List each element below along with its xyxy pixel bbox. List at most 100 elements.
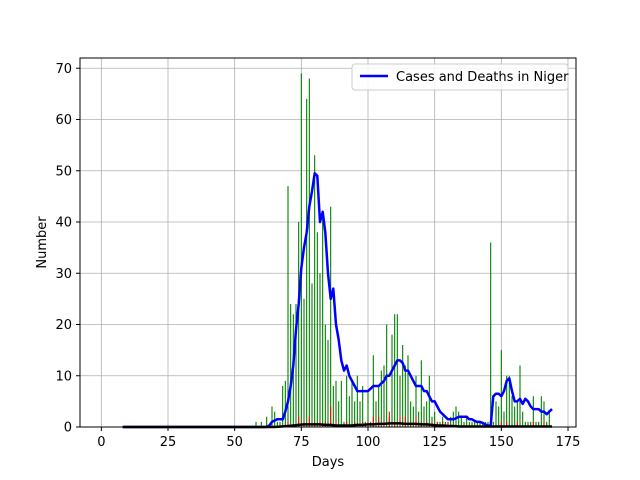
- case-bar: [375, 401, 377, 427]
- case-bar: [420, 360, 422, 427]
- case-bar: [460, 416, 462, 427]
- case-bar: [463, 421, 465, 427]
- death-bar: [388, 411, 390, 427]
- case-bar: [514, 406, 516, 427]
- case-bar: [412, 406, 414, 427]
- case-bar: [295, 304, 297, 427]
- case-bar: [428, 375, 430, 427]
- case-bar: [543, 401, 545, 427]
- y-tick-label: 60: [55, 113, 72, 128]
- x-axis-ticks: 0 25 50 75 100 125 150 175: [97, 427, 580, 450]
- case-bar: [500, 350, 502, 427]
- case-bar: [356, 375, 358, 427]
- x-axis-label: Days: [312, 455, 345, 470]
- x-tick-label: 25: [160, 435, 177, 450]
- case-bar: [407, 355, 409, 427]
- case-bar: [359, 401, 361, 427]
- case-bar: [303, 298, 305, 427]
- case-bar: [394, 314, 396, 427]
- y-tick-label: 0: [64, 421, 72, 436]
- case-bar: [316, 232, 318, 427]
- case-bar: [340, 380, 342, 427]
- legend: Cases and Deaths in Niger: [351, 63, 569, 91]
- case-bar: [332, 386, 334, 427]
- case-bar: [330, 206, 332, 427]
- case-bar: [479, 421, 481, 427]
- x-tick-label: 175: [556, 435, 581, 450]
- case-bar: [474, 421, 476, 427]
- case-bar: [391, 334, 393, 427]
- case-bar: [455, 406, 457, 427]
- case-bar: [546, 421, 548, 427]
- case-bar: [418, 411, 420, 427]
- case-bar: [423, 406, 425, 427]
- case-bar: [282, 386, 284, 427]
- legend-box: [351, 63, 569, 91]
- case-bar: [255, 421, 257, 427]
- case-bar: [338, 401, 340, 427]
- case-bar: [378, 386, 380, 427]
- case-bar: [351, 380, 353, 427]
- case-bar: [396, 314, 398, 427]
- case-bar: [495, 401, 497, 427]
- death-bar: [415, 416, 417, 427]
- death-bar: [378, 416, 380, 427]
- case-bar: [354, 401, 356, 427]
- y-tick-label: 10: [55, 369, 72, 384]
- case-bar: [492, 421, 494, 427]
- case-bar: [530, 421, 532, 427]
- case-bar: [434, 411, 436, 427]
- case-bar: [319, 273, 321, 427]
- case-bar: [311, 283, 313, 427]
- case-bar: [314, 155, 316, 427]
- case-bar: [287, 186, 289, 427]
- case-bar: [279, 421, 281, 427]
- y-tick-label: 20: [55, 318, 72, 333]
- x-tick-label: 125: [422, 435, 447, 450]
- case-bar: [503, 411, 505, 427]
- death-bar: [287, 421, 289, 427]
- case-bar: [458, 411, 460, 427]
- case-bar: [346, 375, 348, 427]
- y-tick-label: 50: [55, 164, 72, 179]
- case-bar: [284, 380, 286, 427]
- case-bar: [476, 421, 478, 427]
- legend-label-cases-deaths: Cases and Deaths in Niger: [396, 70, 569, 85]
- case-bar: [399, 375, 401, 427]
- case-bar: [322, 211, 324, 427]
- case-bar: [415, 375, 417, 427]
- case-bar: [482, 421, 484, 427]
- y-axis-label: Number: [35, 216, 50, 269]
- case-bar: [450, 416, 452, 427]
- case-bar: [266, 416, 268, 427]
- case-bar: [306, 99, 308, 427]
- death-bar: [404, 416, 406, 427]
- case-bar: [471, 421, 473, 427]
- case-bar: [410, 401, 412, 427]
- case-bar: [511, 396, 513, 427]
- case-bar: [372, 355, 374, 427]
- case-bar: [290, 304, 292, 427]
- cases-deaths-average-line: [122, 172, 553, 429]
- case-bar: [260, 421, 262, 427]
- case-bar: [535, 421, 537, 427]
- case-bar: [548, 411, 550, 427]
- death-bar: [308, 416, 310, 427]
- death-bar: [532, 421, 534, 427]
- x-tick-label: 150: [489, 435, 514, 450]
- case-bar: [327, 339, 329, 427]
- case-bar: [271, 406, 273, 427]
- case-bar: [506, 375, 508, 427]
- death-bar: [506, 421, 508, 427]
- case-bar: [538, 421, 540, 427]
- x-tick-label: 75: [293, 435, 310, 450]
- case-bar: [527, 421, 529, 427]
- death-bar: [372, 416, 374, 427]
- case-bar: [426, 401, 428, 427]
- case-bar: [498, 406, 500, 427]
- case-bar: [383, 365, 385, 427]
- y-axis-ticks: 0 10 20 30 40 50 60 70: [55, 62, 80, 436]
- case-bar: [404, 365, 406, 427]
- case-bar: [468, 421, 470, 427]
